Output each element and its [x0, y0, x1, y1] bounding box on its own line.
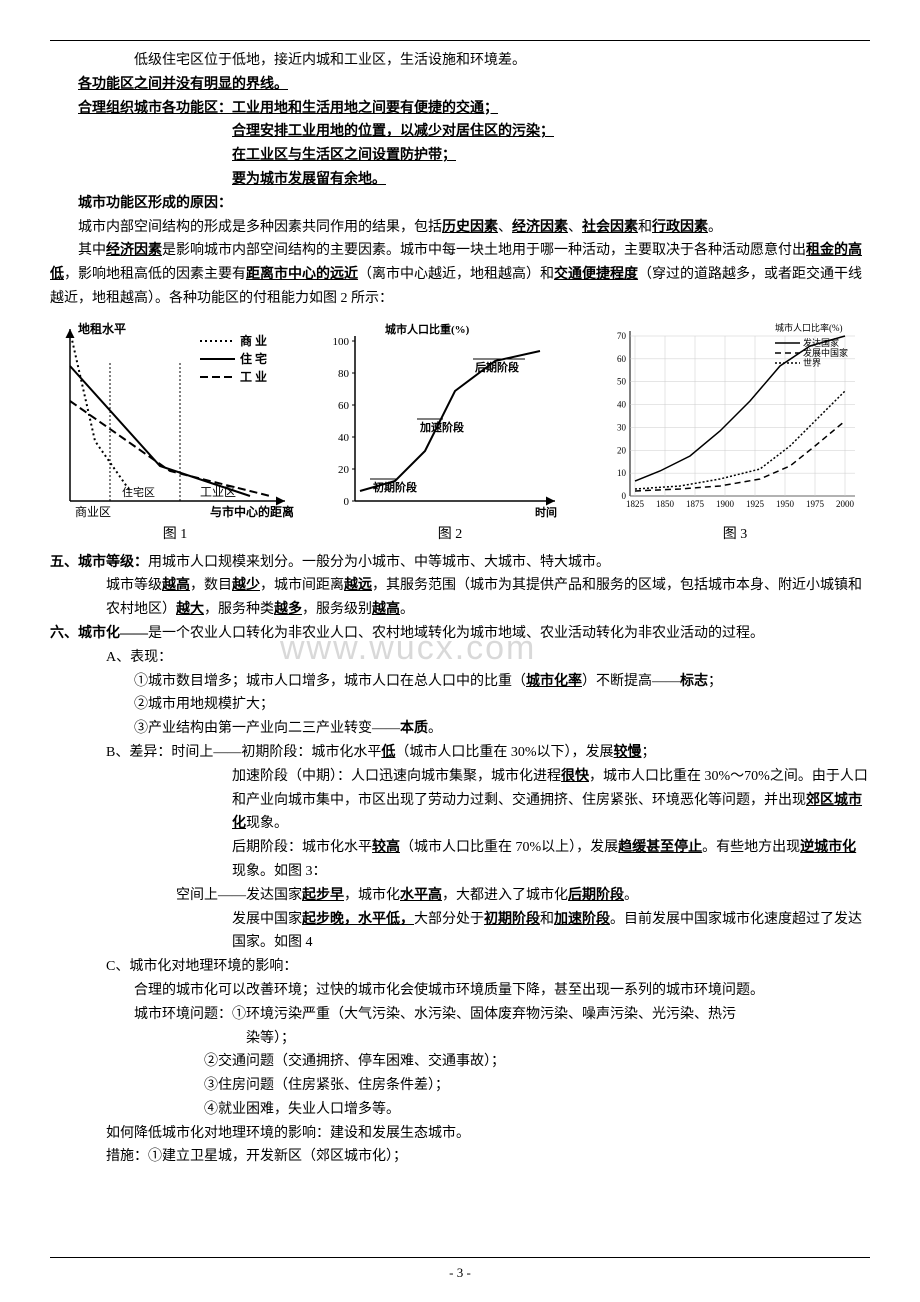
line: 城市功能区形成的原因： — [50, 192, 870, 216]
line: 措施：①建立卫星城，开发新区（郊区城市化）； — [50, 1145, 870, 1169]
svg-text:1825: 1825 — [626, 499, 645, 509]
chart-3-caption: 图 3 — [723, 523, 748, 547]
line: ②城市用地规模扩大； — [50, 693, 870, 717]
footer-rule — [50, 1257, 870, 1258]
line: 低级住宅区位于低地，接近内城和工业区，生活设施和环境差。 — [50, 49, 870, 73]
chart-2-caption: 图 2 — [438, 523, 463, 547]
line: 在工业区与生活区之间设置防护带； — [50, 144, 870, 168]
svg-text:发展中国家: 发展中国家 — [803, 347, 848, 358]
line: 后期阶段：城市化水平较高（城市人口比重在 70%以上），发展趋缓甚至停止。有些地… — [50, 836, 870, 884]
chart-2: 0 20 40 60 80 100 城市人口比重(%) 时间 初期阶段 加速阶段 后期阶段 — [325, 321, 575, 521]
svg-text:70: 70 — [617, 331, 627, 341]
svg-text:商业区: 商业区 — [75, 504, 111, 519]
svg-text:60: 60 — [338, 400, 350, 412]
line: 如何降低城市化对地理环境的影响：建设和发展生态城市。 — [50, 1122, 870, 1146]
svg-text:城市人口比重(%): 城市人口比重(%) — [385, 322, 470, 336]
page-footer: - 3 - — [0, 1257, 920, 1284]
svg-text:发达国家: 发达国家 — [803, 337, 839, 348]
charts-row: 地租水平与市中心的距离 商业区住宅区 工业区 商 业住 宅工 业 图 1 0 20 40 6… — [50, 321, 870, 547]
svg-text:1875: 1875 — [686, 499, 705, 509]
paragraph: 其中经济因素是影响城市内部空间结构的主要因素。城市中每一块土地用于哪一种活动，主… — [50, 239, 870, 310]
svg-text:10: 10 — [617, 468, 627, 478]
line: ③住房问题（住房紧张、住房条件差）； — [50, 1074, 870, 1098]
svg-text:20: 20 — [338, 464, 350, 476]
svg-text:50: 50 — [617, 376, 627, 386]
svg-text:30: 30 — [617, 422, 627, 432]
line: 染等）； — [50, 1027, 870, 1051]
svg-text:1975: 1975 — [806, 499, 825, 509]
svg-text:初期阶段: 初期阶段 — [373, 480, 417, 494]
top-rule — [50, 40, 870, 41]
svg-text:1950: 1950 — [776, 499, 795, 509]
svg-text:世界: 世界 — [803, 357, 821, 368]
svg-text:后期阶段: 后期阶段 — [475, 360, 519, 374]
svg-text:80: 80 — [338, 368, 350, 380]
line: ③产业结构由第一产业向二三产业转变——本质。 — [50, 717, 870, 741]
svg-text:20: 20 — [617, 445, 627, 455]
chart-3: 0102030405060701825185018751900192519501… — [600, 321, 870, 521]
svg-text:1925: 1925 — [746, 499, 765, 509]
svg-text:0: 0 — [344, 496, 350, 508]
svg-text:商 业: 商 业 — [240, 333, 267, 348]
line: A、表现： — [50, 646, 870, 670]
svg-text:1850: 1850 — [656, 499, 675, 509]
chart-1-caption: 图 1 — [163, 523, 188, 547]
line: 合理的城市化可以改善环境；过快的城市化会使城市环境质量下降，甚至出现一系列的城市… — [50, 979, 870, 1003]
line: 各功能区之间并没有明显的界线。 — [50, 73, 870, 97]
line: 合理安排工业用地的位置，以减少对居住区的污染； — [50, 120, 870, 144]
line: 要为城市发展留有余地。 — [50, 168, 870, 192]
svg-text:40: 40 — [338, 432, 350, 444]
svg-text:1900: 1900 — [716, 499, 735, 509]
line: ④就业困难，失业人口增多等。 — [50, 1098, 870, 1122]
line: B、差异：时间上——初期阶段：城市化水平低（城市人口比重在 30%以下），发展较… — [50, 741, 870, 765]
line: 发展中国家起步晚，水平低，大部分处于初期阶段和加速阶段。目前发展中国家城市化速度… — [50, 908, 870, 956]
line: 加速阶段（中期）：人口迅速向城市集聚，城市化进程很快，城市人口比重在 30%～7… — [50, 765, 870, 836]
svg-text:加速阶段: 加速阶段 — [419, 420, 464, 434]
svg-text:工 业: 工 业 — [240, 369, 267, 384]
chart-3-block: 0102030405060701825185018751900192519501… — [600, 321, 870, 547]
svg-text:60: 60 — [617, 354, 627, 364]
line: 空间上——发达国家起步早，城市化水平高，大都进入了城市化后期阶段。 — [50, 884, 870, 908]
svg-text:100: 100 — [333, 336, 350, 348]
paragraph: 城市内部空间结构的形成是多种因素共同作用的结果，包括历史因素、经济因素、社会因素… — [50, 216, 870, 240]
svg-text:40: 40 — [617, 399, 627, 409]
line: ①城市数目增多；城市人口增多，城市人口在总人口中的比重（城市化率）不断提高——标… — [50, 670, 870, 694]
section-5: 五、城市等级：用城市人口规模来划分。一般分为小城市、中等城市、大城市、特大城市。 — [50, 551, 870, 575]
svg-text:2000: 2000 — [836, 499, 855, 509]
svg-text:城市人口比率(%): 城市人口比率(%) — [775, 322, 843, 333]
page-number: - 3 - — [449, 1265, 471, 1280]
page-content: 低级住宅区位于低地，接近内城和工业区，生活设施和环境差。 各功能区之间并没有明显… — [50, 40, 870, 1169]
line: 合理组织城市各功能区：工业用地和生活用地之间要有便捷的交通； — [50, 97, 870, 121]
line: ②交通问题（交通拥挤、停车困难、交通事故）； — [50, 1050, 870, 1074]
line: 城市等级越高，数目越少，城市间距离越远，其服务范围（城市为其提供产品和服务的区域… — [50, 574, 870, 622]
chart-2-block: 0 20 40 60 80 100 城市人口比重(%) 时间 初期阶段 加速阶段 后期阶段 图 2 — [325, 321, 575, 547]
line: C、城市化对地理环境的影响： — [50, 955, 870, 979]
svg-text:住宅区: 住宅区 — [122, 485, 155, 499]
svg-text:地租水平: 地租水平 — [78, 321, 126, 336]
section-6: 六、城市化——是一个农业人口转化为非农业人口、农村地域转化为城市地域、农业活动转… — [50, 622, 870, 646]
svg-text:住 宅: 住 宅 — [240, 351, 267, 366]
svg-text:与市中心的距离: 与市中心的距离 — [210, 504, 294, 519]
chart-1: 地租水平与市中心的距离 商业区住宅区 工业区 商 业住 宅工 业 — [50, 321, 300, 521]
svg-text:时间: 时间 — [535, 505, 557, 519]
chart-1-block: 地租水平与市中心的距离 商业区住宅区 工业区 商 业住 宅工 业 图 1 — [50, 321, 300, 547]
svg-text:工业区: 工业区 — [200, 485, 236, 499]
line: 城市环境问题：①环境污染严重（大气污染、水污染、固体废弃物污染、噪声污染、光污染… — [50, 1003, 870, 1027]
